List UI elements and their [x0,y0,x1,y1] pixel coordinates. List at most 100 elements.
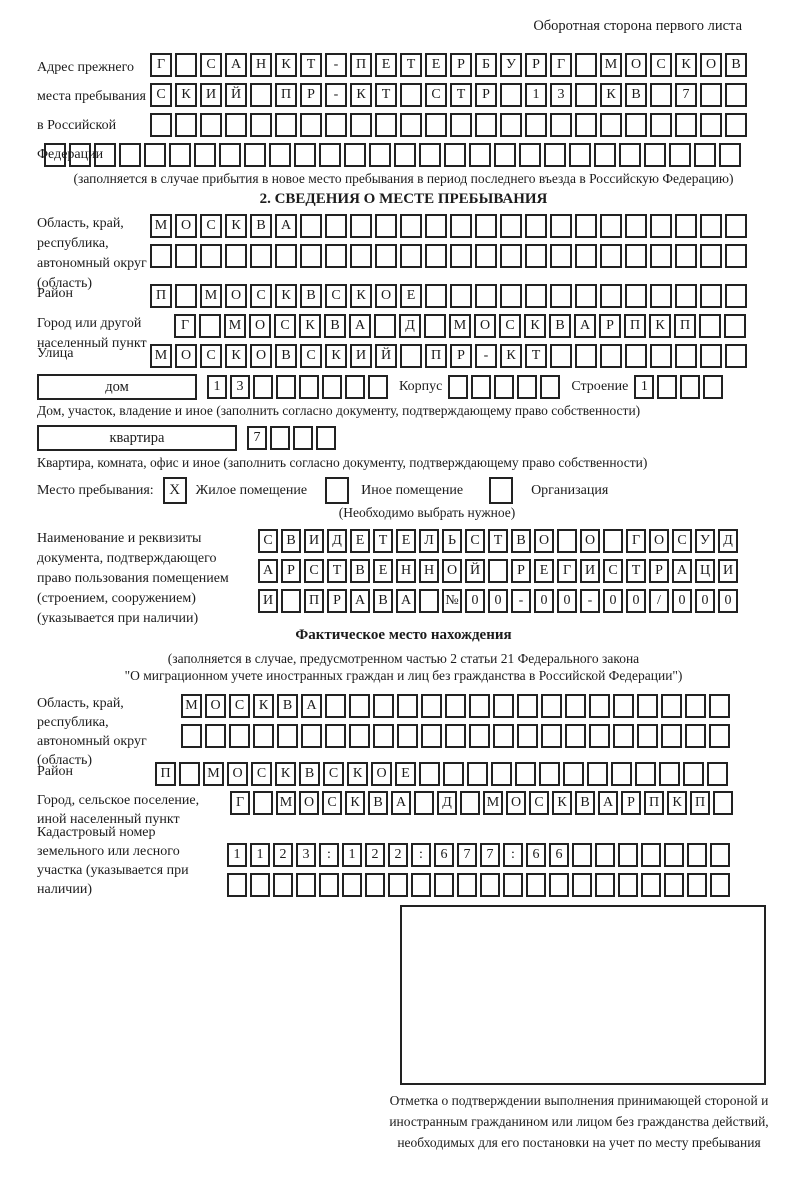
form-cell [661,694,682,718]
form-cell: Г [230,791,250,815]
actual-region-grid-row-2 [181,724,770,748]
form-cell: В [511,529,531,553]
form-cell: Р [300,83,322,107]
form-cell [253,724,274,748]
form-cell [595,873,615,897]
form-cell [414,791,434,815]
form-cell: Г [174,314,196,338]
form-cell [253,375,273,399]
form-cell [450,244,472,268]
form-cell: Й [375,344,397,368]
form-cell [369,143,391,167]
form-cell: - [580,589,600,613]
stay-type-option-organization-label: Организация [531,482,609,498]
form-cell: У [500,53,522,77]
form-cell: И [580,559,600,583]
form-cell [400,214,422,238]
form-cell: К [350,284,372,308]
form-cell: Г [557,559,577,583]
form-cell [375,244,397,268]
form-cell [687,843,707,867]
form-cell: К [649,314,671,338]
actual-location-title: Фактическое место нахождения [295,627,512,643]
form-cell [457,873,477,897]
cadastre-row: Кадастровый номер земельного или лесного… [37,823,770,897]
form-cell: К [275,284,297,308]
form-cell: 7 [247,426,267,450]
form-cell: № [442,589,462,613]
form-cell [600,113,622,137]
form-cell [342,873,362,897]
form-cell: Л [419,529,439,553]
form-cell [281,589,301,613]
form-cell: Т [327,559,347,583]
form-cell: М [181,694,202,718]
form-cell: С [650,53,672,77]
form-cell [150,113,172,137]
form-cell [500,284,522,308]
form-cell [661,724,682,748]
actual-region-label: Область, край, республика, автономный ок… [37,696,147,768]
form-cell: Г [626,529,646,553]
form-cell: / [649,589,669,613]
form-cell [611,762,632,786]
form-cell: В [373,589,393,613]
form-cell: В [725,53,747,77]
form-cell: С [258,529,278,553]
form-cell [700,344,722,368]
form-cell [503,873,523,897]
document-label: Наименование и реквизиты документа, подт… [37,531,229,626]
form-cell [488,559,508,583]
form-cell [625,214,647,238]
form-cell [724,314,746,338]
form-cell: Е [375,53,397,77]
form-cell [397,694,418,718]
form-cell [175,284,197,308]
form-cell [400,83,422,107]
form-cell [253,791,273,815]
form-cell [225,244,247,268]
form-cell: Р [525,53,547,77]
form-cell: С [200,344,222,368]
form-cell [600,244,622,268]
form-cell [475,284,497,308]
form-cell [365,873,385,897]
form-cell: О [299,791,319,815]
form-cell: П [275,83,297,107]
form-cell [325,113,347,137]
form-cell [550,244,572,268]
form-cell [589,694,610,718]
form-cell [517,724,538,748]
form-cell [150,244,172,268]
form-cell [300,214,322,238]
form-cell: О [249,314,271,338]
stay-type-row: Место пребывания: X Жилое помещение Иное… [37,477,770,504]
form-cell: Е [396,529,416,553]
form-cell: Е [400,284,422,308]
form-cell [319,143,341,167]
form-cell [703,375,724,399]
form-cell: К [347,762,368,786]
form-cell: О [534,529,554,553]
form-cell [587,762,608,786]
form-cell: Е [373,559,393,583]
form-cell [725,344,747,368]
form-cell: В [625,83,647,107]
form-cell [301,724,322,748]
form-cell: В [300,284,322,308]
form-cell [550,284,572,308]
form-cell: - [475,344,497,368]
form-cell [388,873,408,897]
form-cell: А [396,589,416,613]
form-cell [275,244,297,268]
stay-type-checkbox-organization [489,477,514,504]
form-cell [550,113,572,137]
form-cell: С [322,791,342,815]
form-cell [469,143,491,167]
stay-type-note: (Необходимо выбрать нужное) [338,505,516,520]
